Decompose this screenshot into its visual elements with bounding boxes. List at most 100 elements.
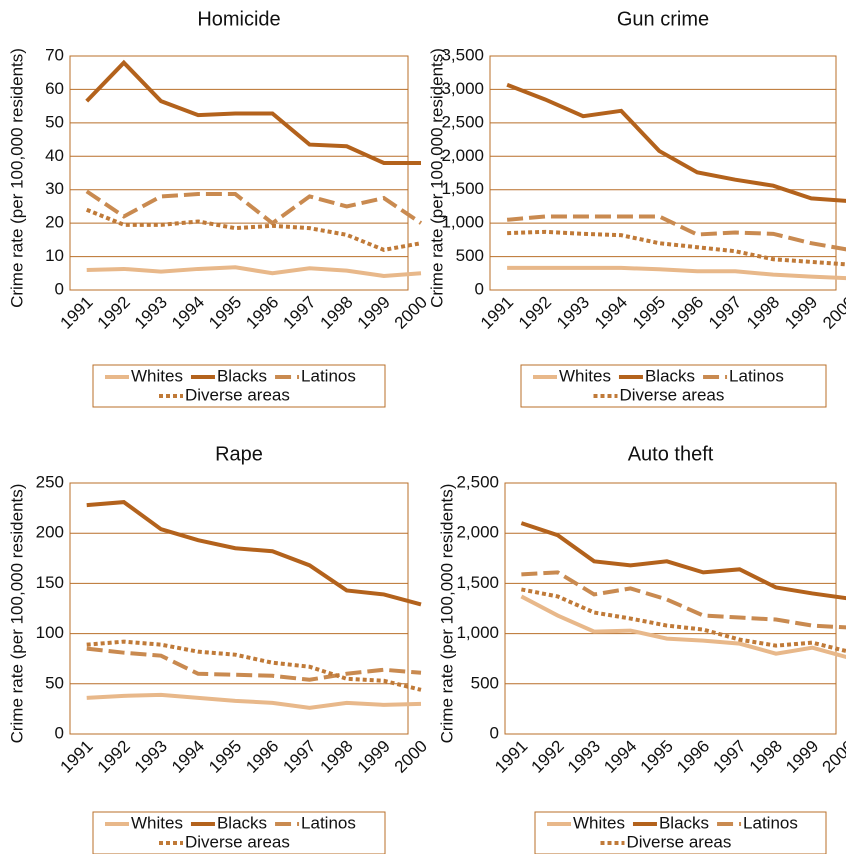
legend-label: Latinos xyxy=(301,366,356,385)
y-tick-label: 20 xyxy=(45,213,64,232)
y-tick-label: 70 xyxy=(45,45,64,64)
x-tick-label: 1996 xyxy=(673,737,713,777)
x-tick-label: 1999 xyxy=(782,737,822,777)
x-tick-label: 2000 xyxy=(819,737,846,777)
legend-label: Latinos xyxy=(743,813,798,832)
legend-box xyxy=(520,364,827,408)
y-tick-label: 500 xyxy=(456,246,484,265)
x-tick-label: 1997 xyxy=(709,737,749,777)
x-tick-label: 1994 xyxy=(168,293,208,333)
y-tick-label: 1,000 xyxy=(456,623,499,642)
x-tick-label: 1996 xyxy=(242,737,282,777)
plot-frame xyxy=(69,482,409,735)
y-tick-label: 10 xyxy=(45,246,64,265)
legend-label: Diverse areas xyxy=(620,385,725,404)
x-tick-label: 1992 xyxy=(528,737,568,777)
x-tick-label: 2000 xyxy=(391,737,431,777)
legend-label: Blacks xyxy=(645,366,695,385)
series-line xyxy=(506,82,846,203)
plot-frame xyxy=(504,482,837,735)
y-tick-label: 250 xyxy=(36,472,64,491)
x-tick-label: 1993 xyxy=(131,293,171,333)
x-tick-label: 1998 xyxy=(317,737,357,777)
legend-label: Latinos xyxy=(301,813,356,832)
x-tick-label: 1992 xyxy=(515,293,555,333)
y-tick-label: 100 xyxy=(36,623,64,642)
legend-label: Latinos xyxy=(729,366,784,385)
x-tick-label: 1997 xyxy=(279,293,319,333)
y-tick-label: 2,000 xyxy=(441,146,484,165)
y-tick-label: 2,000 xyxy=(456,523,499,542)
series-line xyxy=(520,587,846,654)
legend-label: Blacks xyxy=(217,813,267,832)
y-axis-label: Crime rate (per 100,000 residents) xyxy=(7,48,26,308)
legend-label: Diverse areas xyxy=(627,832,732,851)
y-tick-label: 3,500 xyxy=(441,45,484,64)
x-tick-label: 2000 xyxy=(391,293,431,333)
series-line xyxy=(506,214,846,252)
y-axis-label: Crime rate (per 100,000 residents) xyxy=(427,48,446,308)
chart-title: Auto theft xyxy=(628,443,714,465)
y-tick-label: 1,500 xyxy=(456,573,499,592)
x-tick-label: 1994 xyxy=(591,293,631,333)
y-tick-label: 500 xyxy=(471,673,499,692)
series-line xyxy=(85,207,422,252)
chart-title: Homicide xyxy=(197,8,280,30)
x-tick-label: 2000 xyxy=(819,293,846,333)
series-line xyxy=(85,189,423,226)
y-tick-label: 40 xyxy=(45,146,64,165)
x-tick-label: 1992 xyxy=(94,737,134,777)
y-tick-label: 1,500 xyxy=(441,179,484,198)
legend-box xyxy=(92,364,386,408)
series-line xyxy=(86,639,422,692)
legend-label: Whites xyxy=(131,366,183,385)
legend-box xyxy=(92,811,386,854)
series-line xyxy=(520,521,846,601)
y-axis-label: Crime rate (per 100,000 residents) xyxy=(437,484,456,744)
series-line xyxy=(86,692,422,710)
y-tick-label: 2,500 xyxy=(456,472,499,491)
x-tick-label: 1997 xyxy=(279,737,319,777)
x-tick-label: 1994 xyxy=(600,737,640,777)
y-tick-label: 30 xyxy=(45,179,64,198)
legend-label: Diverse areas xyxy=(185,832,290,851)
series-line xyxy=(85,59,421,165)
legend-box xyxy=(534,811,827,854)
x-tick-label: 1998 xyxy=(743,293,783,333)
legend-label: Blacks xyxy=(659,813,709,832)
x-tick-label: 1995 xyxy=(205,293,245,333)
legend-label: Whites xyxy=(573,813,625,832)
y-tick-label: 60 xyxy=(45,79,64,98)
x-tick-label: 1991 xyxy=(491,737,531,777)
x-tick-label: 1994 xyxy=(168,737,208,777)
chart-title: Gun crime xyxy=(617,8,709,30)
x-tick-label: 1998 xyxy=(746,737,786,777)
x-tick-label: 1991 xyxy=(57,737,97,777)
y-tick-label: 50 xyxy=(45,673,64,692)
series-line xyxy=(521,570,846,630)
series-line xyxy=(507,265,846,281)
series-line xyxy=(507,229,846,267)
y-tick-label: 3,000 xyxy=(441,79,484,98)
x-tick-label: 1993 xyxy=(553,293,593,333)
x-tick-label: 1995 xyxy=(205,737,245,777)
y-tick-label: 200 xyxy=(36,523,64,542)
y-tick-label: 1,000 xyxy=(441,213,484,232)
x-tick-label: 1997 xyxy=(705,293,745,333)
y-tick-label: 0 xyxy=(475,279,484,298)
legend-label: Diverse areas xyxy=(185,385,290,404)
series-line xyxy=(86,500,422,607)
x-tick-label: 1999 xyxy=(781,293,821,333)
x-tick-label: 1991 xyxy=(477,293,517,333)
x-tick-label: 1992 xyxy=(94,293,134,333)
y-tick-label: 2,500 xyxy=(441,112,484,131)
x-tick-label: 1996 xyxy=(667,293,707,333)
y-tick-label: 0 xyxy=(55,279,64,298)
x-tick-label: 1991 xyxy=(57,293,97,333)
y-tick-label: 0 xyxy=(490,723,499,742)
y-tick-label: 0 xyxy=(55,723,64,742)
x-tick-label: 1993 xyxy=(564,737,604,777)
series-line xyxy=(86,646,422,682)
x-tick-label: 1999 xyxy=(354,737,394,777)
